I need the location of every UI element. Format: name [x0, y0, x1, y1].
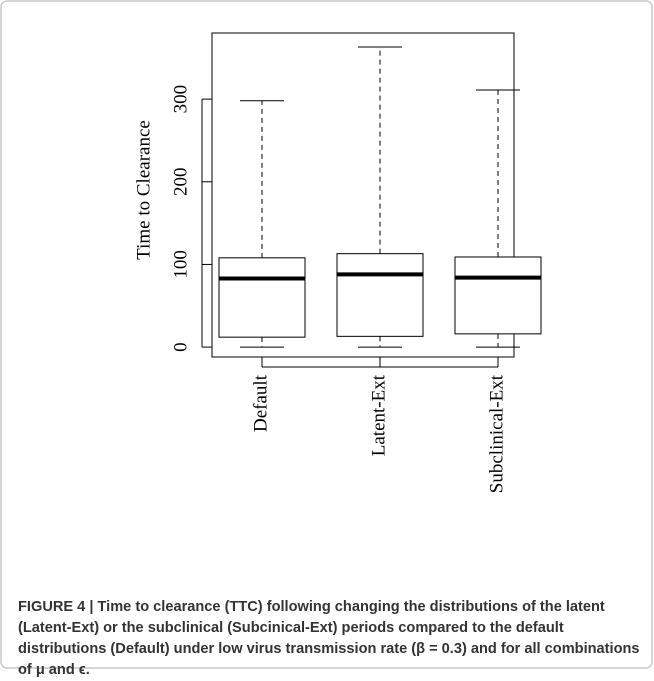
y-tick-label: 200 — [170, 168, 191, 197]
x-tick-label: Subclinical-Ext — [486, 374, 507, 493]
box — [454, 256, 542, 335]
x-tick-label: Latent-Ext — [368, 374, 389, 456]
y-axis-label: Time to Clearance — [133, 120, 154, 260]
box — [218, 257, 306, 338]
y-tick-label: 0 — [170, 342, 191, 352]
caption: FIGURE 4 | Time to clearance (TTC) follo… — [18, 599, 640, 678]
box — [336, 253, 424, 337]
y-tick-label: 100 — [170, 250, 191, 279]
plot-frame — [211, 32, 515, 358]
y-tick-label: 300 — [170, 85, 191, 114]
x-tick-label: Default — [250, 374, 271, 432]
